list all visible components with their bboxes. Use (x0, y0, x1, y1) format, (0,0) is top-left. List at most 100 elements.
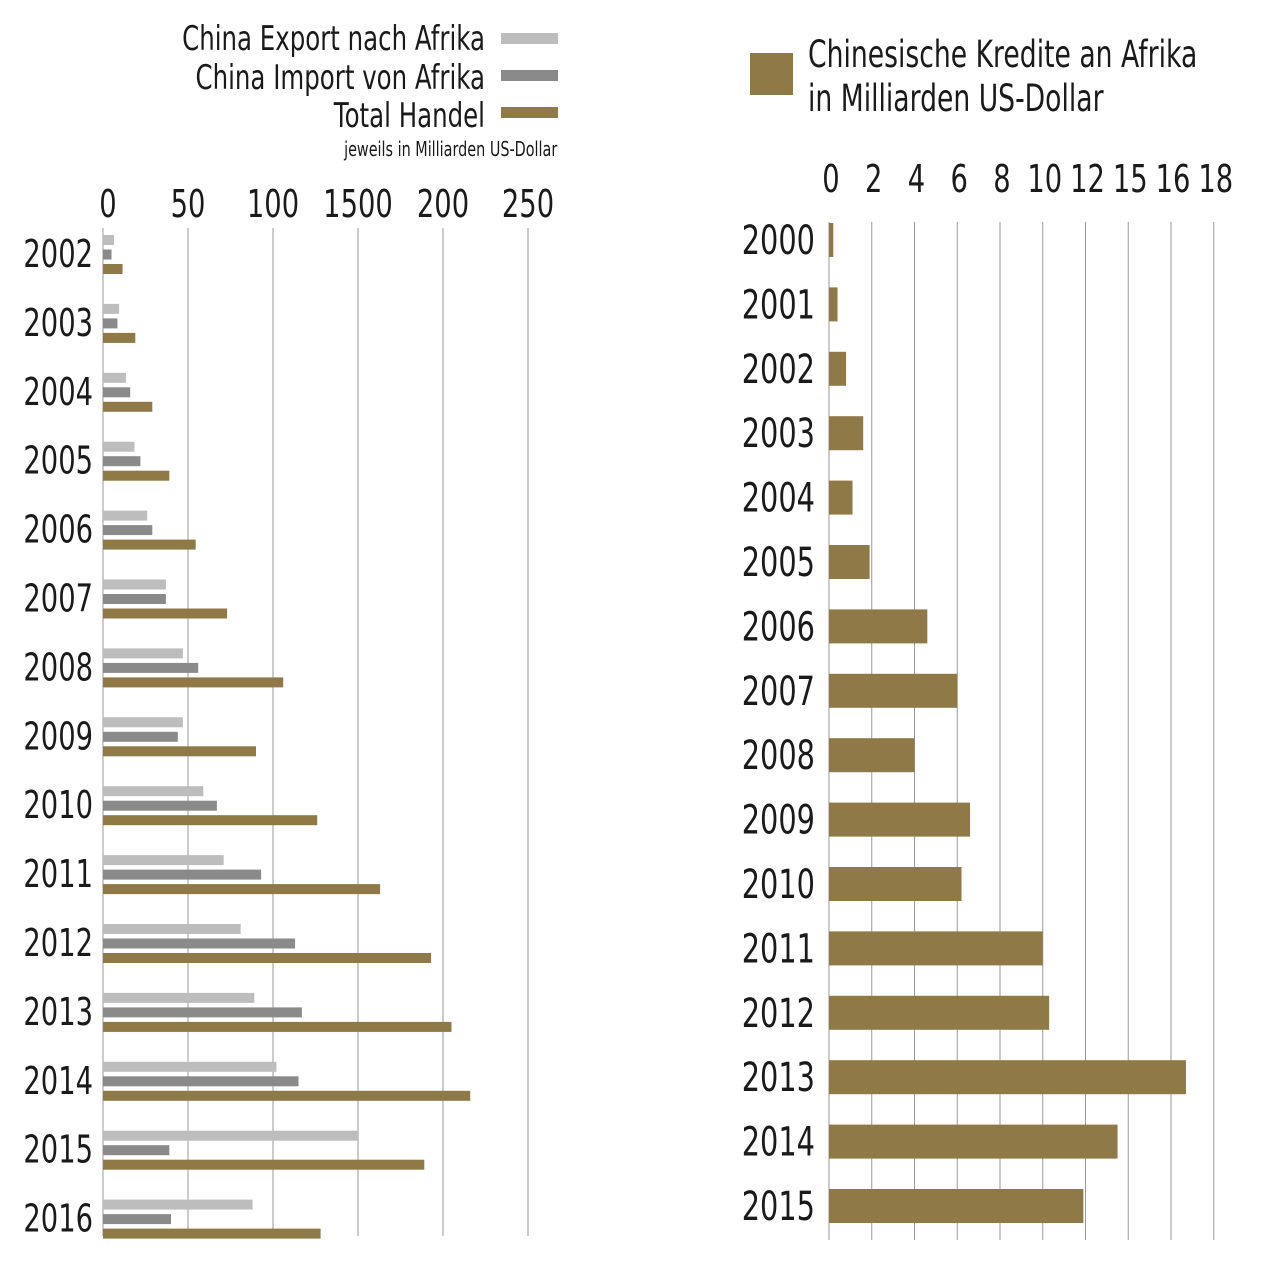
credit-legend-line2: in Milliarden US-Dollar (808, 77, 1104, 121)
credit-x-tick-label: 15 (1113, 156, 1148, 201)
total-bar (103, 1021, 452, 1032)
trade-chart: 0 50 100 1500 200 250 20022003200420052006200… (23, 19, 558, 1241)
legend-swatch-total (501, 107, 558, 118)
credit-bar (829, 545, 870, 579)
export-bar (103, 1130, 358, 1141)
total-bar (103, 953, 432, 963)
import-bar (103, 1076, 299, 1087)
credit-bar (829, 931, 1043, 966)
export-bar (103, 1061, 277, 1072)
trade-year-labels: 2002 2003 2004 2005 2006 2007 2008 2009 2010 2011… (23, 231, 93, 1240)
trade-year-label: 2011 (23, 852, 93, 897)
credit-bar (829, 223, 834, 257)
total-bar (103, 332, 136, 343)
export-bar (103, 648, 183, 659)
export-bar (103, 441, 135, 452)
import-bar (103, 662, 199, 673)
credit-year-label: 2011 (742, 927, 815, 973)
credit-legend-line1: Chinesische Kredite an Afrika (808, 33, 1197, 77)
import-bar (103, 249, 112, 260)
total-bar (103, 539, 196, 550)
total-bar (103, 815, 318, 826)
import-bar (103, 1007, 302, 1018)
trade-year-label: 2012 (23, 920, 93, 965)
credit-x-tick-label: 0 (822, 156, 839, 201)
total-bar (103, 470, 170, 481)
credit-x-tick-label: 16 (1156, 156, 1191, 201)
credit-year-label: 2000 (742, 218, 815, 264)
export-bar (103, 510, 148, 521)
credit-bar (829, 867, 962, 901)
total-bar (103, 1159, 425, 1170)
import-bar (103, 594, 166, 604)
credit-year-labels: 2000 2001 2002 2003 2004 2005 2006 2007 2008 2009… (742, 218, 815, 1230)
credit-x-ticks: 0 2 4 6 8 10 12 15 16 18 (822, 156, 1233, 201)
export-bar (103, 717, 183, 728)
import-bar (103, 800, 217, 811)
total-bar (103, 677, 284, 688)
trade-legend: China Export nach Afrika China Import vo… (182, 19, 558, 162)
credit-x-tick-label: 12 (1070, 156, 1105, 201)
credit-year-label: 2012 (742, 991, 815, 1037)
trade-year-label: 2014 (23, 1058, 93, 1103)
credit-x-tick-label: 10 (1027, 156, 1062, 201)
credit-bar (829, 1124, 1118, 1159)
trade-year-label: 2008 (23, 645, 93, 690)
trade-year-label: 2016 (23, 1196, 93, 1241)
credit-year-label: 2004 (742, 476, 815, 522)
credit-year-label: 2003 (742, 412, 815, 458)
trade-year-label: 2015 (23, 1127, 93, 1172)
export-bar (103, 1199, 253, 1210)
trade-x-tick-label: 100 (247, 181, 299, 226)
import-bar (103, 938, 296, 949)
credit-bar (829, 287, 838, 322)
import-bar (103, 318, 118, 329)
credit-year-label: 2005 (742, 540, 815, 586)
import-bar (103, 456, 141, 467)
credit-year-label: 2010 (742, 862, 815, 908)
credit-x-tick-label: 6 (951, 156, 968, 201)
total-bar (103, 1090, 471, 1101)
credit-chart: 0 2 4 6 8 10 12 15 16 18 2000 2001 2002 2003 2004 2005… (742, 33, 1233, 1240)
credit-year-label: 2007 (742, 669, 815, 715)
trade-year-label: 2003 (23, 300, 93, 345)
import-bar (103, 1145, 170, 1156)
total-bar (103, 746, 256, 757)
credit-legend: Chinesische Kredite an Afrika in Milliar… (750, 33, 1197, 121)
credit-bar (829, 416, 864, 451)
trade-x-tick-label: 1500 (323, 181, 393, 226)
export-bar (103, 579, 166, 590)
export-bar (103, 786, 204, 797)
credit-bars (829, 223, 1186, 1223)
export-bar (103, 303, 120, 314)
trade-x-tick-label: 200 (417, 181, 469, 226)
credit-bar (829, 1189, 1084, 1223)
trade-bars (103, 235, 471, 1239)
export-bar (103, 235, 115, 245)
credit-year-label: 2002 (742, 347, 815, 393)
credit-year-label: 2001 (742, 283, 815, 329)
trade-x-tick-label: 0 (99, 181, 116, 226)
trade-year-label: 2004 (23, 369, 93, 414)
credit-year-label: 2014 (742, 1120, 815, 1166)
credit-year-label: 2009 (742, 798, 815, 844)
trade-year-label: 2002 (23, 231, 93, 276)
import-bar (103, 387, 131, 398)
legend-label-import: China Import von Afrika (196, 58, 485, 97)
credit-bar (829, 802, 971, 837)
total-bar (103, 884, 381, 895)
trade-x-ticks: 0 50 100 1500 200 250 (99, 181, 554, 226)
credit-x-tick-label: 8 (993, 156, 1010, 201)
export-bar (103, 924, 241, 934)
total-bar (103, 608, 228, 619)
credit-year-label: 2008 (742, 734, 815, 780)
trade-x-tick-label: 250 (502, 181, 554, 226)
credit-bar (829, 351, 847, 386)
trade-year-label: 2006 (23, 507, 93, 552)
total-bar (103, 1228, 321, 1239)
import-bar (103, 869, 262, 880)
credit-bar (829, 738, 915, 773)
legend-label-total: Total Handel (333, 96, 485, 135)
credit-year-label: 2013 (742, 1056, 815, 1102)
